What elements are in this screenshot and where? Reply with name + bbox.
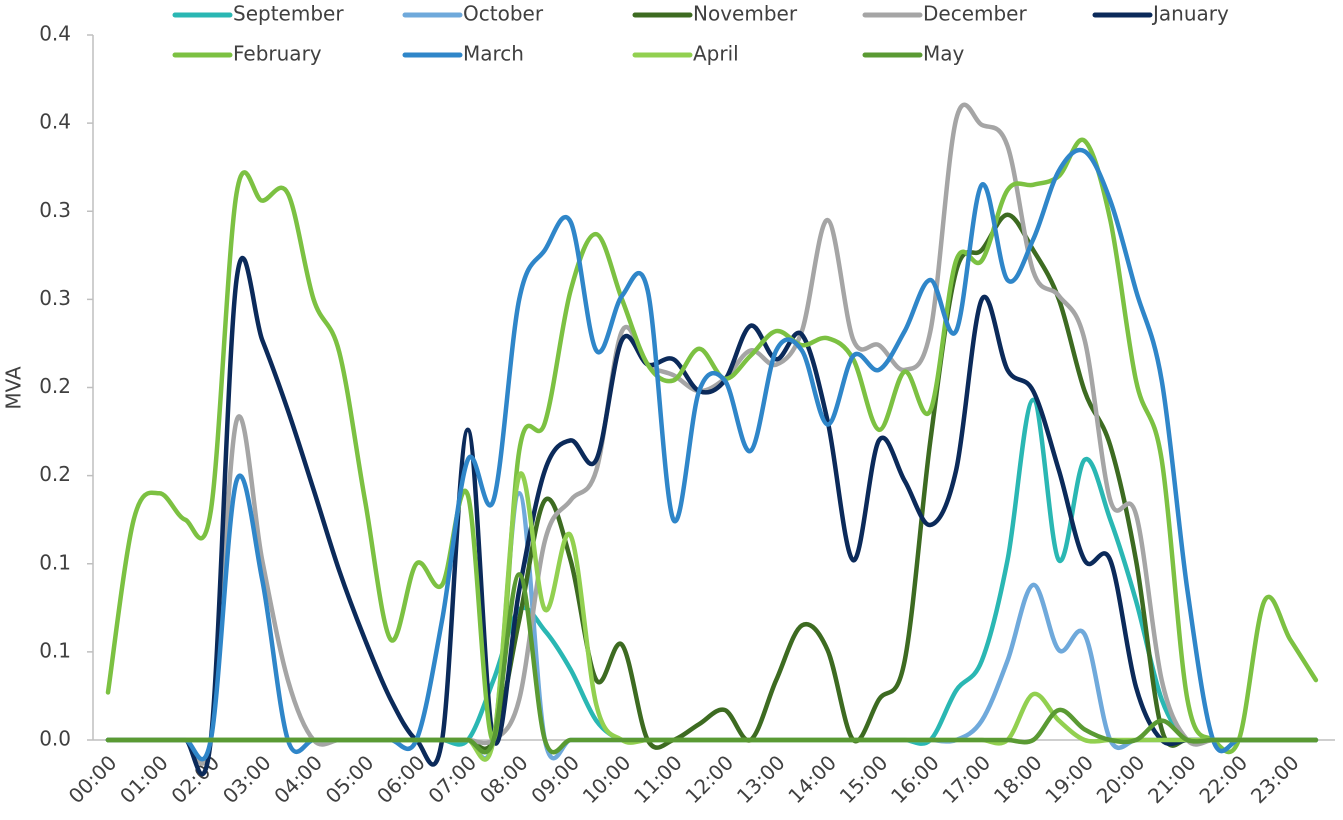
y-tick-label: 0.4	[39, 22, 71, 46]
y-tick-label: 0.1	[39, 638, 71, 662]
legend-label: December	[923, 2, 1027, 26]
x-tick-label: 12:00	[680, 750, 738, 808]
x-tick-label: 21:00	[1143, 750, 1201, 808]
x-tick-label: 23:00	[1246, 750, 1304, 808]
x-tick-label: 15:00	[835, 750, 893, 808]
x-tick-label: 16:00	[886, 750, 944, 808]
legend-label: February	[233, 42, 322, 66]
series-line	[105, 491, 1319, 761]
x-tick-label: 18:00	[989, 750, 1047, 808]
legend-label: October	[463, 2, 544, 26]
series-line	[105, 397, 1319, 747]
x-tick-label: 05:00	[321, 750, 379, 808]
x-tick-label: 03:00	[218, 750, 276, 808]
x-tick-label: 22:00	[1194, 750, 1252, 808]
y-tick-label: 0.0	[39, 727, 71, 751]
legend-label: March	[463, 42, 524, 66]
x-tick-label: 19:00	[1040, 750, 1098, 808]
x-tick-label: 20:00	[1092, 750, 1150, 808]
y-tick-label: 0.4	[39, 110, 71, 134]
legend-label: May	[923, 42, 965, 66]
y-tick-label: 0.3	[39, 286, 71, 310]
x-tick-label: 11:00	[629, 750, 687, 808]
series-line	[105, 147, 1319, 762]
y-tick-label: 0.3	[39, 198, 71, 222]
x-tick-label: 13:00	[732, 750, 790, 808]
x-tick-label: 00:00	[64, 750, 122, 808]
x-tick-label: 07:00	[423, 750, 481, 808]
y-axis-label: MVA	[2, 366, 26, 410]
legend-label: November	[693, 2, 798, 26]
x-tick-label: 14:00	[783, 750, 841, 808]
x-tick-label: 17:00	[937, 750, 995, 808]
legend-label: September	[233, 2, 344, 26]
x-tick-label: 06:00	[372, 750, 430, 808]
y-tick-label: 0.2	[39, 462, 71, 486]
x-tick-label: 10:00	[578, 750, 636, 808]
y-tick-label: 0.2	[39, 374, 71, 398]
legend-label: April	[693, 42, 739, 66]
legend-label: January	[1151, 2, 1229, 26]
x-tick-label: 04:00	[269, 750, 327, 808]
y-tick-label: 0.1	[39, 550, 71, 574]
series-line	[105, 137, 1319, 755]
series-line	[105, 102, 1319, 766]
series-line	[105, 572, 1319, 755]
series-line	[105, 255, 1319, 777]
series-line	[105, 212, 1319, 752]
x-tick-label: 01:00	[115, 750, 173, 808]
